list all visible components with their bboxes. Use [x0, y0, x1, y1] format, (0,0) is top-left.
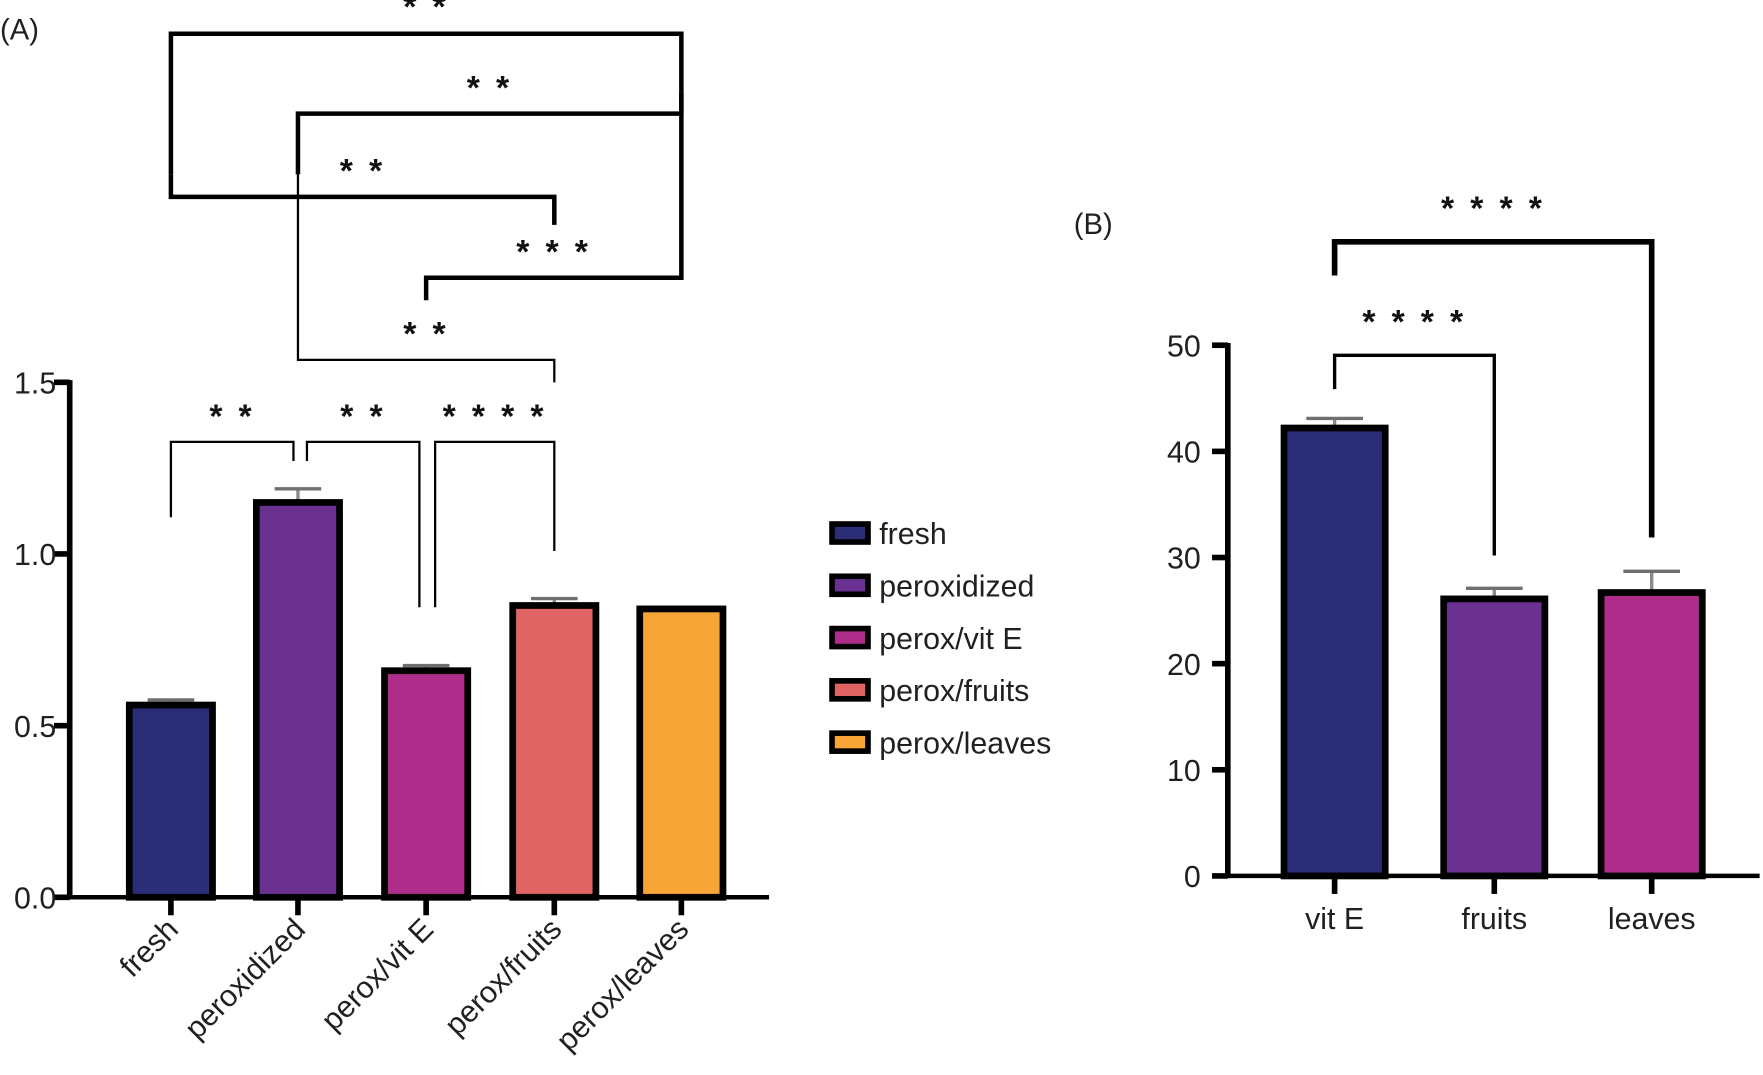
legend-item-peroxidized: peroxidized [829, 571, 1034, 604]
significance-label: * * [467, 69, 513, 107]
bracket-line [1332, 353, 1496, 556]
legend-label: peroxidized [879, 571, 1034, 604]
significance-bracket: * * [169, 397, 295, 518]
bar-fruits [1440, 595, 1549, 880]
significance-bracket: * * [168, 0, 684, 175]
bracket-line [169, 440, 295, 518]
y-tick-label: 0.0 [14, 883, 56, 916]
bar-group-fresh [125, 698, 216, 901]
bar-fresh [125, 701, 216, 901]
bar-group-fruits [1440, 586, 1549, 880]
legend-item-fresh: fresh [829, 518, 947, 551]
legend-item-perox-vit-e: perox/vit E [829, 623, 1023, 656]
bracket-line [305, 440, 421, 608]
x-tick-label: vit E [1305, 903, 1364, 936]
legend-swatch [829, 625, 871, 650]
legend-swatch [829, 573, 871, 598]
panel-b-bars [1280, 416, 1706, 880]
y-tick-label: 30 [1167, 543, 1201, 576]
bar-group-peroxidized [252, 487, 343, 901]
significance-label: * * [209, 397, 255, 435]
bracket-line [1331, 238, 1655, 538]
x-tick-label: leaves [1608, 903, 1696, 936]
panel-b: (B) * * * * * * * * 0 10 20 30 40 50 vit E fruit… [1074, 189, 1760, 936]
significance-bracket: * * * [423, 92, 684, 301]
bar-perox-vit-e [381, 667, 472, 901]
significance-label: * * * [516, 233, 591, 271]
bar-group-vit-e [1280, 416, 1389, 880]
panel-b-label: (B) [1074, 209, 1113, 241]
x-tick-label: peroxidized [179, 913, 312, 1046]
x-tick-label: fresh [114, 913, 185, 984]
significance-label: * * * * [1362, 303, 1466, 341]
panel-b-axes: 0 10 20 30 40 50 vit E fruits leaves [1167, 330, 1760, 936]
significance-label: * * * * [443, 397, 547, 435]
significance-label: * * [403, 0, 449, 26]
bar-perox-fruits [509, 602, 600, 901]
y-tick-label: 0 [1184, 861, 1201, 894]
legend-label: perox/leaves [879, 727, 1051, 760]
legend-swatch [829, 678, 871, 702]
significance-bracket: * * * * [1331, 189, 1655, 538]
panel-a-bars [125, 487, 727, 901]
significance-bracket: * * [168, 152, 557, 225]
significance-bracket: * * * * [434, 397, 556, 608]
x-tick-label: fruits [1461, 903, 1527, 936]
y-tick-label: 20 [1167, 649, 1201, 682]
x-tick-label: perox/vit E [315, 913, 440, 1038]
bar-group-perox-vit-e [381, 663, 472, 901]
significance-label: * * [403, 315, 449, 353]
legend-swatch [829, 730, 871, 754]
bar-vit-e [1280, 424, 1389, 880]
significance-bracket: * * [305, 397, 421, 608]
bar-leaves [1597, 589, 1706, 880]
y-tick-label: 10 [1167, 755, 1201, 788]
significance-label: * * [340, 397, 386, 435]
bar-group-leaves [1597, 569, 1706, 880]
legend-swatch [829, 521, 871, 545]
bar-group-perox-leaves [636, 605, 727, 901]
legend-label: perox/fruits [879, 675, 1029, 708]
bracket-line [434, 440, 556, 608]
bracket-line [168, 31, 684, 175]
panel-a-significance-brackets: * * * * * * * * * * * * * * * * * * * [168, 0, 684, 608]
legend-label: fresh [879, 518, 946, 551]
significance-bracket: * * [296, 174, 556, 383]
y-tick-label: 1.5 [14, 368, 56, 401]
significance-bracket: * * * * [1332, 303, 1496, 556]
y-tick-label: 0.5 [14, 711, 56, 744]
bracket-line [168, 174, 557, 225]
legend-label: perox/vit E [879, 623, 1022, 656]
significance-label: * * [340, 152, 386, 190]
bracket-line [423, 92, 684, 301]
panel-a: (A) * * * * * * * * * * * * * * * * * * * 0.0 0.… [0, 0, 1051, 1058]
panel-b-significance-brackets: * * * * * * * * [1331, 189, 1655, 556]
x-tick-label: perox/leaves [550, 913, 695, 1058]
bar-perox-leaves [636, 605, 727, 901]
x-tick-label: perox/fruits [439, 913, 568, 1042]
panel-a-legend: fresh peroxidized perox/vit E perox/fruits p… [829, 518, 1051, 760]
y-tick-label: 40 [1167, 437, 1201, 470]
panel-a-label: (A) [0, 14, 39, 46]
legend-item-perox-fruits: perox/fruits [829, 675, 1029, 708]
significance-label: * * * * [1441, 189, 1545, 227]
bar-group-perox-fruits [509, 596, 600, 901]
legend-item-perox-leaves: perox/leaves [829, 727, 1051, 760]
y-tick-label: 50 [1167, 330, 1201, 363]
y-tick-label: 1.0 [14, 539, 56, 572]
bar-peroxidized [252, 499, 343, 901]
bracket-line [296, 174, 556, 383]
